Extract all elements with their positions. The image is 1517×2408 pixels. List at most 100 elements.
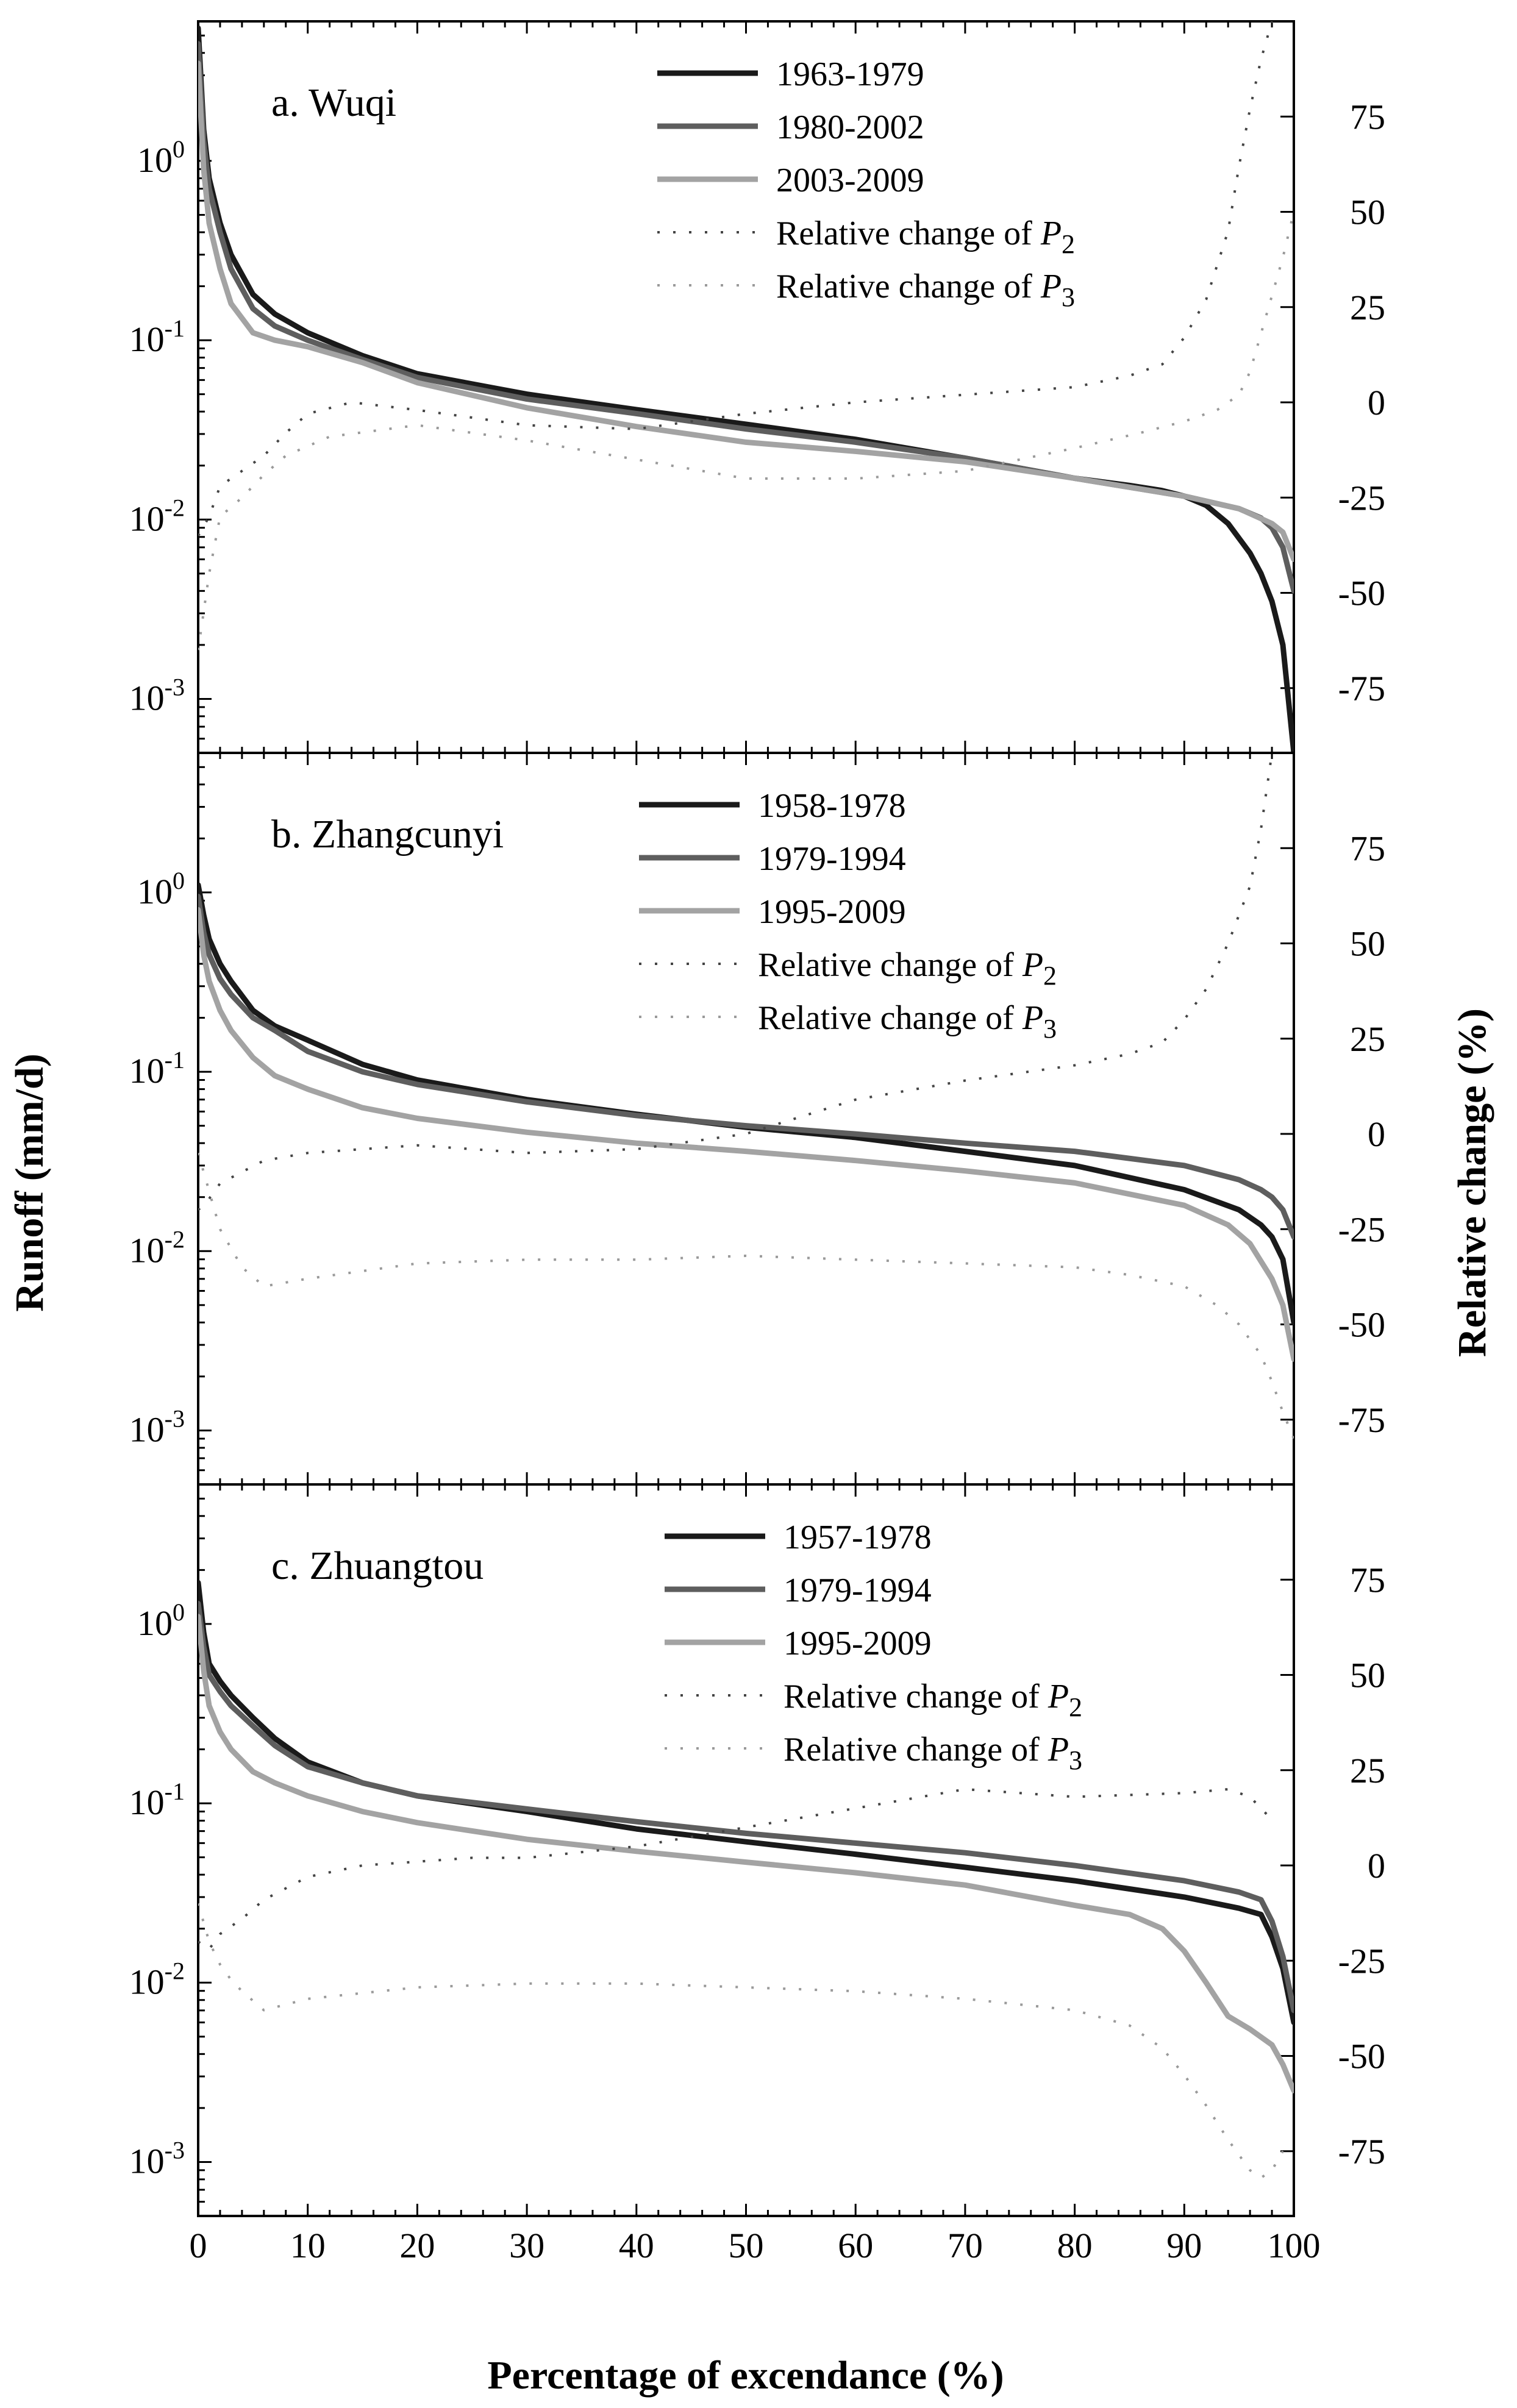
x-axis-title: Percentage of excendance (%) <box>487 2353 1004 2398</box>
series-layer <box>198 753 1294 1439</box>
legend-label-3: 1995-2009 <box>758 893 906 931</box>
legend-variable: P <box>1022 999 1043 1037</box>
series-line-2 <box>198 1600 1294 2014</box>
y-tick-base: 10 <box>129 1051 165 1091</box>
y-tick-label: 100 <box>137 867 185 911</box>
legend-label-1: 1957-1978 <box>783 1519 932 1556</box>
y-tick-base: 10 <box>129 1409 165 1449</box>
y-tick-exponent: -2 <box>165 1957 185 1984</box>
y-tick-exponent: -3 <box>165 1405 185 1432</box>
series-line-4 <box>198 1788 1273 1951</box>
legend-subscript: 2 <box>1062 229 1075 259</box>
y2-tick-label: 75 <box>1350 828 1385 868</box>
y2-tick-label: 25 <box>1350 1019 1385 1059</box>
x-tick-label: 80 <box>1057 2226 1093 2265</box>
y-tick-base: 10 <box>129 1783 165 1822</box>
y-tick-exponent: -2 <box>165 494 185 521</box>
y2-tick-label: 25 <box>1350 1751 1385 1790</box>
legend-label-2: 1979-1994 <box>758 840 906 878</box>
series-line-3 <box>198 1614 1294 2093</box>
legend-subscript: 2 <box>1043 961 1057 991</box>
legend-prefix: Relative change of <box>758 999 1023 1037</box>
series-line-3 <box>198 907 1294 1362</box>
y2-tick-label: 50 <box>1350 1656 1385 1695</box>
y-tick-exponent: -3 <box>165 2136 185 2164</box>
plot-frame <box>197 752 1295 1486</box>
legend-variable: P <box>1048 1678 1069 1715</box>
x-tick-label: 10 <box>290 2226 326 2265</box>
plot-frame <box>197 20 1295 754</box>
series-layer <box>198 21 1294 753</box>
legend-variable: P <box>1048 1731 1069 1769</box>
y-tick-label: 10-1 <box>129 315 185 359</box>
y2-tick-label: 0 <box>1368 383 1385 422</box>
y-tick-label: 10-3 <box>129 673 185 718</box>
legend-label-4: Relative change of P2 <box>758 946 1057 991</box>
legend-prefix: Relative change of <box>758 946 1023 984</box>
x-tick-label: 60 <box>838 2226 873 2265</box>
y2-tick-label: -75 <box>1338 669 1385 708</box>
y-right-axis-title: Relative change (%) <box>1450 1008 1494 1357</box>
series-line-5 <box>198 1903 1284 2179</box>
y-tick-label: 100 <box>137 1598 185 1643</box>
series-line-1 <box>198 1580 1294 2025</box>
y-tick-exponent: 0 <box>173 867 185 894</box>
y-tick-label: 10-2 <box>129 1225 185 1270</box>
series-line-4 <box>198 753 1274 1211</box>
x-tick-label: 20 <box>399 2226 435 2265</box>
legend-prefix: Relative change of <box>783 1678 1048 1715</box>
y-tick-label: 100 <box>137 135 185 180</box>
y-tick-label: 10-3 <box>129 2136 185 2181</box>
series-line-4 <box>198 21 1274 536</box>
y2-tick-label: 0 <box>1368 1114 1385 1154</box>
legend-label-5: Relative change of P3 <box>758 999 1057 1044</box>
y2-tick-label: 75 <box>1350 97 1385 137</box>
legend-variable: P <box>1022 946 1043 984</box>
y2-tick-label: 25 <box>1350 288 1385 327</box>
y-tick-exponent: 0 <box>173 135 185 163</box>
y2-tick-label: -50 <box>1338 1305 1385 1345</box>
x-tick-label: 30 <box>509 2226 544 2265</box>
legend-prefix: Relative change of <box>776 215 1041 252</box>
y2-tick-label: -25 <box>1338 478 1385 518</box>
x-tick-label: 100 <box>1268 2226 1321 2265</box>
legend-subscript: 3 <box>1043 1014 1057 1044</box>
y-tick-base: 10 <box>129 2141 165 2181</box>
y2-tick-label: -75 <box>1338 1400 1385 1440</box>
series-line-2 <box>198 894 1294 1240</box>
y-tick-base: 10 <box>129 678 165 718</box>
y2-tick-label: -75 <box>1338 2132 1385 2171</box>
series-line-5 <box>198 1152 1294 1439</box>
legend-subscript: 3 <box>1062 282 1075 312</box>
x-tick-label: 70 <box>948 2226 983 2265</box>
legend-subscript: 3 <box>1069 1745 1082 1775</box>
legend-label-4: Relative change of P2 <box>783 1678 1082 1722</box>
legend-label-5: Relative change of P3 <box>783 1731 1082 1775</box>
legend-label-4: Relative change of P2 <box>776 215 1075 259</box>
y2-tick-label: -25 <box>1338 1941 1385 1981</box>
y-tick-base: 10 <box>129 1962 165 2001</box>
x-tick-label: 50 <box>729 2226 764 2265</box>
y-tick-base: 10 <box>137 872 173 911</box>
y-tick-exponent: -1 <box>165 1778 185 1805</box>
legend-label-3: 2003-2009 <box>776 162 924 199</box>
y-tick-exponent: -2 <box>165 1225 185 1253</box>
series-layer <box>198 1580 1294 2179</box>
legend-prefix: Relative change of <box>776 268 1041 305</box>
legend-label-1: 1963-1979 <box>776 55 924 93</box>
panel-title: b. Zhangcunyi <box>271 812 504 857</box>
y-tick-label: 10-3 <box>129 1405 185 1449</box>
legend-prefix: Relative change of <box>783 1731 1048 1769</box>
legend-label-1: 1958-1978 <box>758 787 906 825</box>
y-tick-exponent: 0 <box>173 1598 185 1626</box>
y2-tick-label: -25 <box>1338 1209 1385 1249</box>
legend-variable: P <box>1040 268 1062 305</box>
y-left-axis-title: Runoff (mm/d) <box>7 1053 52 1312</box>
legend-variable: P <box>1040 215 1062 252</box>
x-tick-label: 40 <box>619 2226 654 2265</box>
legend-label-2: 1979-1994 <box>783 1572 932 1609</box>
y-tick-label: 10-2 <box>129 494 185 538</box>
